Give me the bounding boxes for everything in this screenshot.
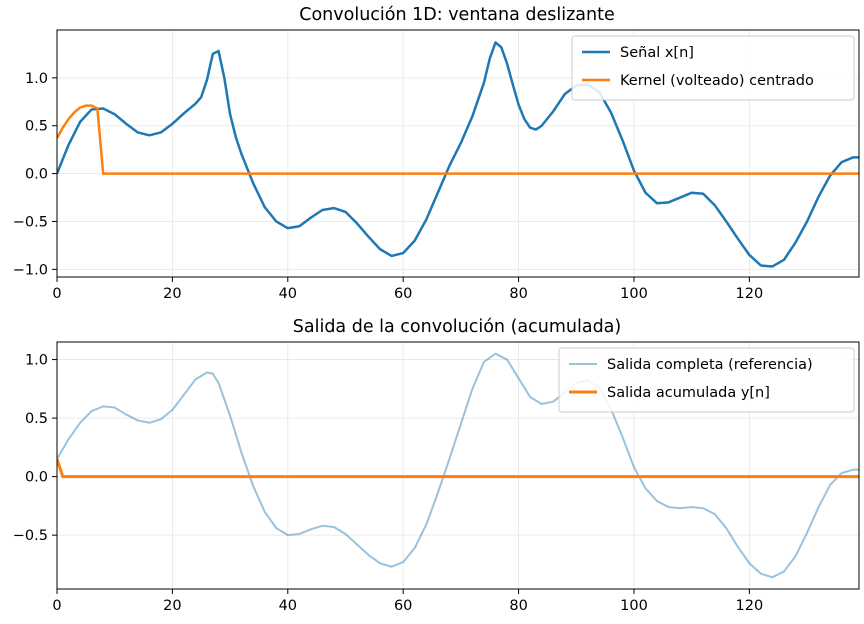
top-series-line-0: [57, 41, 859, 268]
top-legend-label-0: Señal x[n]: [620, 45, 694, 61]
bottom-axes: Salida de la convolución (acumulada) 0 20…: [13, 317, 860, 614]
top-x-tick-label: 100: [620, 286, 648, 302]
bottom-y-tick-label: 1.0: [25, 353, 48, 369]
top-x-tick-label: 80: [509, 286, 527, 302]
bottom-y-tick-label: −0.5: [13, 528, 48, 544]
top-x-tick-label: 20: [163, 286, 181, 302]
bottom-legend: Salida completa (referencia) Salida acumu…: [558, 347, 855, 413]
bottom-y-tick-label: 0.0: [25, 470, 48, 486]
top-y-tick-label: −1.0: [13, 262, 48, 278]
bottom-legend-label-1: Salida acumulada y[n]: [607, 385, 770, 401]
bottom-x-tick-label: 0: [52, 598, 61, 614]
bottom-x-tick-label: 100: [620, 598, 648, 614]
top-y-tick-label: 1.0: [25, 71, 48, 87]
top-x-tick-label: 0: [52, 286, 61, 302]
top-x-tick-label: 60: [394, 286, 412, 302]
bottom-x-tick-label: 60: [394, 598, 412, 614]
bottom-x-tick-label: 40: [279, 598, 297, 614]
top-legend-label-1: Kernel (volteado) centrado: [620, 73, 814, 89]
bottom-axes-frame: [56, 341, 860, 590]
bottom-x-tick-label: 20: [163, 598, 181, 614]
bottom-legend-label-0: Salida completa (referencia): [607, 357, 813, 373]
bottom-chart-title: Salida de la convolución (acumulada): [293, 317, 621, 337]
bottom-series-line-1: [57, 458, 859, 479]
top-chart-title: Convolución 1D: ventana deslizante: [299, 5, 614, 25]
bottom-y-tick-label: 0.5: [25, 411, 48, 427]
top-x-tick-label: 40: [279, 286, 297, 302]
bottom-x-tick-label: 120: [736, 598, 764, 614]
top-y-tick-label: 0.0: [25, 167, 48, 183]
top-legend-box: [571, 35, 855, 101]
top-series-line-1: [57, 104, 859, 175]
top-axes: Convolución 1D: ventana deslizante 0 20 40…: [13, 5, 860, 302]
top-y-tick-label: 0.5: [25, 119, 48, 135]
top-x-tick-label: 120: [736, 286, 764, 302]
top-y-tick-label: −0.5: [13, 214, 48, 230]
bottom-legend-box: [558, 347, 855, 413]
bottom-series-line-0: [57, 352, 859, 579]
bottom-x-tick-label: 80: [509, 598, 527, 614]
top-axes-frame: [56, 29, 860, 278]
top-legend: Señal x[n] Kernel (volteado) centrado: [571, 35, 855, 101]
